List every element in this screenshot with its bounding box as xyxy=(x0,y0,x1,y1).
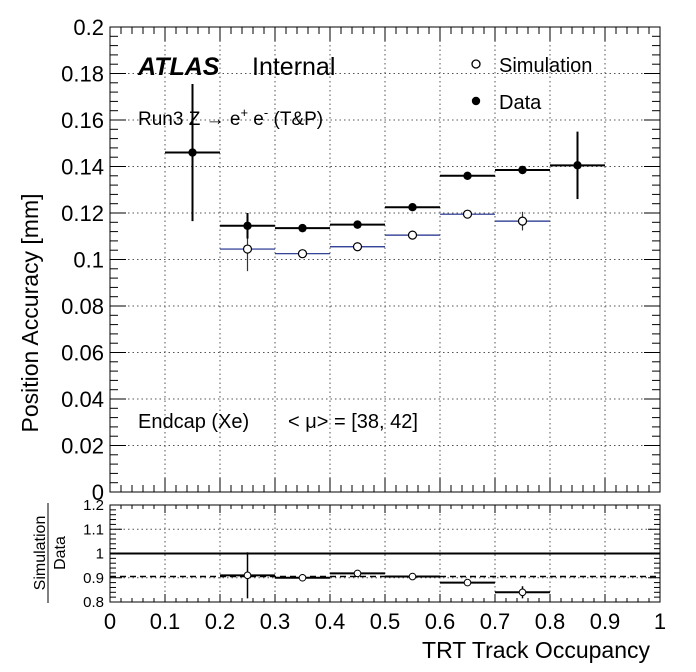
ratio-point-2 xyxy=(353,569,362,578)
ratio-y-axis-title-numerator: Simulation xyxy=(32,516,49,591)
series-1-point-6 xyxy=(518,165,527,175)
main-y-tick-label-2: 0.04 xyxy=(61,387,104,412)
x-tick-label-5: 0.5 xyxy=(370,609,401,634)
series-1-point-7 xyxy=(573,161,582,170)
ratio-point-1 xyxy=(298,573,307,582)
run-label-mid: e xyxy=(248,109,264,130)
main-y-tick-label-4: 0.08 xyxy=(61,294,104,319)
run-label-sup-plus: + xyxy=(240,105,248,120)
ratio-y-axis-title-denominator: Data xyxy=(52,536,69,570)
ratio-y-tick-label-2: 1 xyxy=(96,546,104,563)
series-0-point-1 xyxy=(297,249,308,259)
legend-data-marker xyxy=(471,96,481,106)
main-y-tick-label-6: 0.12 xyxy=(61,201,104,226)
main-y-axis-title: Position Accuracy [mm] xyxy=(17,193,43,432)
main-y-tick-label-7: 0.14 xyxy=(61,155,104,180)
axes: 0 0.1 0.2 0.3 0.4 0.5 0.6 0.7 0.8 0.9 1 0 0.02 0.04 0.… xyxy=(61,15,666,634)
series-1-point-4 xyxy=(408,202,417,212)
main-y-tick-label-8: 0.16 xyxy=(61,108,104,133)
ratio-point-4 xyxy=(463,578,472,587)
series-1-point-1 xyxy=(243,221,252,230)
main-y-tick-label-9: 0.18 xyxy=(61,62,104,87)
ratio-grid xyxy=(110,505,660,602)
atlas-label: ATLAS xyxy=(137,53,220,81)
ratio-y-tick-label-4: 1.2 xyxy=(83,497,104,514)
x-tick-label-8: 0.8 xyxy=(535,609,566,634)
main-y-tick-label-3: 0.06 xyxy=(61,341,104,366)
ratio-y-tick-label-1: 0.9 xyxy=(83,570,104,587)
ratio-marks xyxy=(110,552,660,599)
internal-label: Internal xyxy=(252,53,335,81)
main-y-tick-label-1: 0.02 xyxy=(61,434,104,459)
series-1-point-2 xyxy=(298,223,307,233)
ratio-point-0 xyxy=(243,571,252,580)
x-tick-label-9: 0.9 xyxy=(590,609,621,634)
x-tick-label-0: 0 xyxy=(104,609,116,634)
legend-simulation-marker xyxy=(471,59,481,69)
series-1-point-5 xyxy=(463,171,472,180)
main-grid xyxy=(110,27,660,492)
x-axis-title: TRT Track Occupancy xyxy=(422,637,650,663)
ratio-point-5 xyxy=(518,588,527,597)
series-0-point-2 xyxy=(352,242,363,252)
ratio-point-3 xyxy=(408,572,417,581)
series-0-point-3 xyxy=(407,230,418,240)
main-marks xyxy=(165,83,605,272)
x-tick-label-6: 0.6 xyxy=(425,609,456,634)
ratio-y-tick-label-0: 0.8 xyxy=(83,594,104,611)
series-0-point-0 xyxy=(242,244,253,254)
series-1-point-3 xyxy=(353,220,362,229)
x-tick-label-2: 0.2 xyxy=(205,609,236,634)
series-1-point-0 xyxy=(188,148,197,157)
x-tick-label-3: 0.3 xyxy=(260,609,291,634)
x-tick-label-7: 0.7 xyxy=(480,609,511,634)
pileup-label: < μ> = [38, 42] xyxy=(288,411,418,433)
x-tick-label-10: 1 xyxy=(654,609,666,634)
run-label-main: Run3 Z → e xyxy=(138,109,240,130)
legend-data-label: Data xyxy=(499,92,542,114)
x-tick-label-4: 0.4 xyxy=(315,609,346,634)
run-label-sup-minus: - xyxy=(264,105,268,120)
legend-simulation-label: Simulation xyxy=(499,55,592,77)
run-label: Run3 Z → e+ e- (T&P) xyxy=(138,105,323,130)
run-label-tail: (T&P) xyxy=(268,109,323,130)
series-0-point-5 xyxy=(517,216,528,226)
ratio-y-tick-label-3: 1.1 xyxy=(83,521,104,538)
main-y-tick-label-5: 0.1 xyxy=(73,248,104,273)
series-0-point-4 xyxy=(462,209,473,219)
main-y-tick-label-10: 0.2 xyxy=(73,15,104,40)
region-label: Endcap (Xe) xyxy=(138,411,249,433)
x-tick-label-1: 0.1 xyxy=(150,609,181,634)
main-y-tick-label-0: 0 xyxy=(92,480,104,505)
